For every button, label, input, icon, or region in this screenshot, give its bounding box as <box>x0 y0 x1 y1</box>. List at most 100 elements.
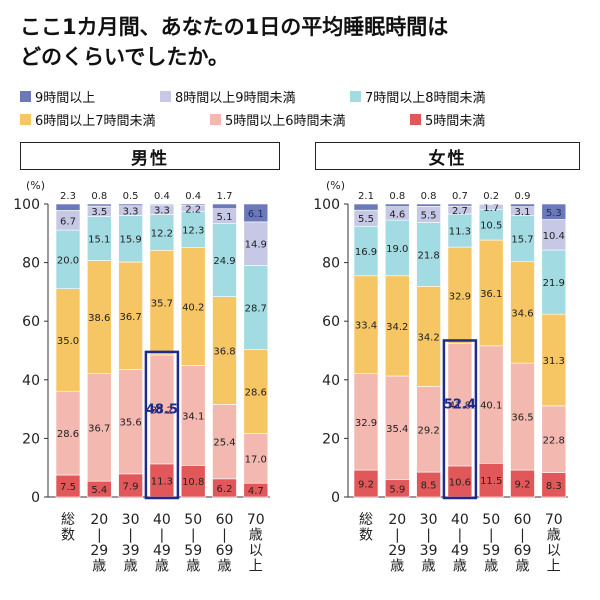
data-label: 5.1 <box>217 212 233 223</box>
x-category-label: | <box>520 528 525 544</box>
data-label: 35.4 <box>386 424 408 435</box>
data-label: 11.3 <box>449 227 471 238</box>
data-label: 15.9 <box>119 235 141 246</box>
data-label: 31.3 <box>543 356 565 367</box>
x-category-label: | <box>395 528 400 544</box>
data-label: 34.2 <box>386 322 408 333</box>
x-category-label: 60 <box>216 512 234 528</box>
legend-label: 9時間以上 <box>35 91 96 106</box>
bar-segment <box>384 219 410 277</box>
bar-segment <box>243 265 269 350</box>
bar-segment <box>478 345 504 464</box>
data-label: 29.2 <box>417 425 439 436</box>
y-tick-label: 0 <box>331 490 340 506</box>
legend-label: 7時間以上8時間未満 <box>365 91 486 106</box>
data-label: 3.1 <box>515 207 531 218</box>
data-label: 5.3 <box>546 208 562 219</box>
x-category-label: 20 <box>90 512 108 528</box>
bar-segment <box>180 247 206 366</box>
x-category-label: 以 <box>547 543 561 559</box>
bar-segment <box>87 216 112 261</box>
bar-segment <box>55 229 81 289</box>
bar-segment <box>384 275 410 377</box>
legend-label: 8時間以上9時間未満 <box>175 91 296 106</box>
x-category-label: 歳 <box>249 528 263 544</box>
x-category-label: 数 <box>61 528 75 544</box>
x-category-label: 数 <box>359 528 373 544</box>
data-label: 15.1 <box>88 234 110 245</box>
legend-swatch <box>160 91 171 102</box>
x-category-label: | <box>426 528 431 544</box>
data-label: 5.9 <box>389 484 405 495</box>
x-category-label: 歳 <box>484 559 498 575</box>
data-label: 0.8 <box>421 191 437 202</box>
bar-segment <box>510 215 535 263</box>
highlight-total-label: 48.5 <box>146 402 178 417</box>
data-label: 35.0 <box>57 336 79 347</box>
data-label: 35.7 <box>151 299 173 310</box>
x-category-label: 歳 <box>516 559 530 575</box>
data-label: 5.5 <box>358 214 374 225</box>
data-label: 21.8 <box>417 250 439 261</box>
data-label: 2.1 <box>358 191 374 202</box>
data-label: 25.4 <box>213 438 235 449</box>
y-tick-label: 80 <box>322 256 340 272</box>
x-category-label: | <box>222 528 227 544</box>
panel-title-female: 女性 <box>315 142 580 170</box>
legend-item-9h-plus: 9時間以上 <box>20 87 95 106</box>
data-label: 7.9 <box>123 481 139 492</box>
bar-segment <box>447 246 473 344</box>
x-category-label: 歳 <box>92 559 106 575</box>
bar-segment <box>212 223 237 297</box>
legend-label: 5時間未満 <box>425 114 486 129</box>
highlight-box <box>144 350 180 500</box>
data-label: 0.2 <box>483 191 499 202</box>
data-label: 22.8 <box>543 435 565 446</box>
data-label: 17.0 <box>245 454 267 465</box>
x-category-label: | <box>97 528 102 544</box>
y-tick-label: 0 <box>31 490 40 506</box>
bar-segment <box>149 463 175 498</box>
y-tick-label: 100 <box>313 197 340 213</box>
title-line-2: どのくらいでしたか。 <box>20 45 229 69</box>
data-label: 33.4 <box>355 321 377 332</box>
x-category-label: 50 <box>482 512 500 528</box>
x-category-label: 歳 <box>390 559 404 575</box>
legend-item-5-6h: 5時間以上6時間未満 <box>210 110 346 129</box>
data-label: 10.5 <box>480 221 502 232</box>
data-label: 0.4 <box>185 191 201 202</box>
bar-segment <box>87 373 112 482</box>
bar-segment <box>243 433 269 484</box>
x-category-label: 歳 <box>186 559 200 575</box>
title-line-1: ここ1カ月間、あなたの1日の平均睡眠時間は <box>20 15 449 39</box>
x-category-label: 49 <box>451 543 469 559</box>
bar-segment <box>118 203 143 207</box>
x-category-label: 69 <box>216 543 234 559</box>
bar-segment <box>447 203 473 207</box>
data-label: 0.4 <box>154 191 170 202</box>
bar-segment <box>353 225 379 277</box>
x-category-label: 70 <box>247 512 265 528</box>
data-label: 7.5 <box>60 482 76 493</box>
data-label: 2.7 <box>452 206 468 217</box>
x-category-label: 60 <box>514 512 532 528</box>
data-label: 34.6 <box>511 308 533 319</box>
bar-segment <box>149 214 175 251</box>
data-label: 9.2 <box>515 480 531 491</box>
bar-segment <box>180 365 206 466</box>
bar-segment <box>478 463 504 498</box>
x-category-label: 歳 <box>155 559 169 575</box>
x-category-label: 69 <box>514 543 532 559</box>
legend-item-6-7h: 6時間以上7時間未満 <box>20 110 156 129</box>
data-label: 32.9 <box>355 418 377 429</box>
data-label: 21.9 <box>543 278 565 289</box>
y-tick-label: 40 <box>22 373 40 389</box>
x-category-label: 上 <box>547 559 561 575</box>
highlight-total-label: 52.4 <box>444 398 476 413</box>
y-tick-label: 60 <box>22 314 40 330</box>
x-category-label: 39 <box>122 543 140 559</box>
x-category-label: 歳 <box>422 559 436 575</box>
data-label: 10.8 <box>182 477 204 488</box>
x-category-label: 40 <box>153 512 171 528</box>
bar-segment <box>447 343 473 467</box>
